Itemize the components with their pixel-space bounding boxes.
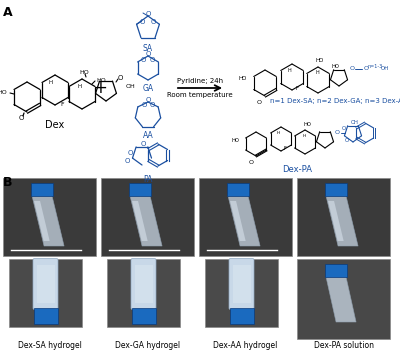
Text: HO: HO [0,89,7,94]
Text: HO: HO [332,64,340,69]
Text: HO: HO [79,69,89,74]
Polygon shape [328,201,344,241]
Text: Dex-GA hydrogel: Dex-GA hydrogel [115,341,180,350]
Text: O: O [145,51,151,57]
FancyBboxPatch shape [131,258,156,309]
Bar [132,308,156,324]
Bar [34,308,58,324]
Polygon shape [228,196,260,246]
Text: n=1 Dex-SA; n=2 Dex-GA; n=3 Dex-AA: n=1 Dex-SA; n=2 Dex-GA; n=3 Dex-AA [270,98,400,104]
Text: Dex-PA solution: Dex-PA solution [314,341,374,350]
Text: Dex-SA hydrogel: Dex-SA hydrogel [18,341,82,350]
Text: O: O [334,131,340,136]
Text: GA: GA [142,84,154,93]
Text: O: O [125,158,130,164]
Text: H: H [315,70,319,75]
Text: O: O [127,150,133,156]
FancyBboxPatch shape [33,258,58,309]
Bar [3,178,96,256]
Text: OH: OH [381,67,389,72]
Bar [107,259,180,327]
Polygon shape [132,201,148,241]
Text: PA: PA [143,175,153,184]
Text: Pyridine; 24h: Pyridine; 24h [177,78,223,84]
Text: O: O [364,67,368,72]
Text: O: O [256,100,262,105]
Text: F: F [60,101,64,106]
Text: H: H [78,84,82,89]
Polygon shape [326,277,356,322]
Bar [230,308,254,324]
Text: O: O [140,141,146,147]
Text: Dex: Dex [45,120,65,130]
Bar [205,259,278,327]
Text: F: F [296,85,298,90]
Text: O: O [151,19,156,25]
Text: O: O [18,115,24,121]
Text: F: F [284,147,286,152]
Text: HO: HO [303,122,311,127]
Bar [297,178,390,256]
Polygon shape [326,196,358,246]
Text: SA: SA [143,44,153,53]
Text: O: O [117,75,123,81]
Text: O: O [150,102,155,108]
Bar [101,178,194,256]
Bar [325,264,347,277]
Text: H: H [302,134,306,138]
Bar [199,178,292,256]
Text: A: A [3,6,13,19]
Text: HO: HO [316,58,324,63]
Text: O: O [140,19,145,25]
Bar [31,183,53,196]
Text: OH: OH [126,84,136,89]
Text: O: O [342,126,346,131]
Text: HO: HO [231,137,239,142]
Bar [325,183,347,196]
Text: H: H [49,79,53,84]
Text: O: O [141,102,146,108]
Bar [297,259,390,339]
Polygon shape [34,201,50,241]
Text: n=1-3: n=1-3 [367,63,383,68]
Bar [227,183,249,196]
Bar [129,183,151,196]
Text: Dex-AA hydrogel: Dex-AA hydrogel [213,341,278,350]
Text: HO: HO [239,75,247,80]
Text: HO: HO [96,78,106,83]
Bar [9,259,82,327]
Polygon shape [32,196,64,246]
Text: O: O [145,97,151,103]
Text: AA: AA [143,131,153,140]
Text: O: O [345,137,349,142]
Text: H: H [276,131,280,135]
FancyBboxPatch shape [229,258,254,309]
Text: Room temperature: Room temperature [167,92,233,98]
Text: O: O [350,67,354,72]
Polygon shape [230,201,246,241]
Polygon shape [130,196,162,246]
Text: O: O [248,159,254,164]
Text: B: B [3,176,12,189]
Text: O: O [141,57,146,63]
Text: OH: OH [350,120,358,125]
Bar [36,265,54,303]
Text: +: + [93,79,107,97]
Text: Dex-PA: Dex-PA [282,165,312,174]
Bar [134,265,152,303]
Bar [232,265,250,303]
Text: H: H [287,68,291,73]
Text: O: O [145,11,151,17]
Text: O: O [150,57,155,63]
